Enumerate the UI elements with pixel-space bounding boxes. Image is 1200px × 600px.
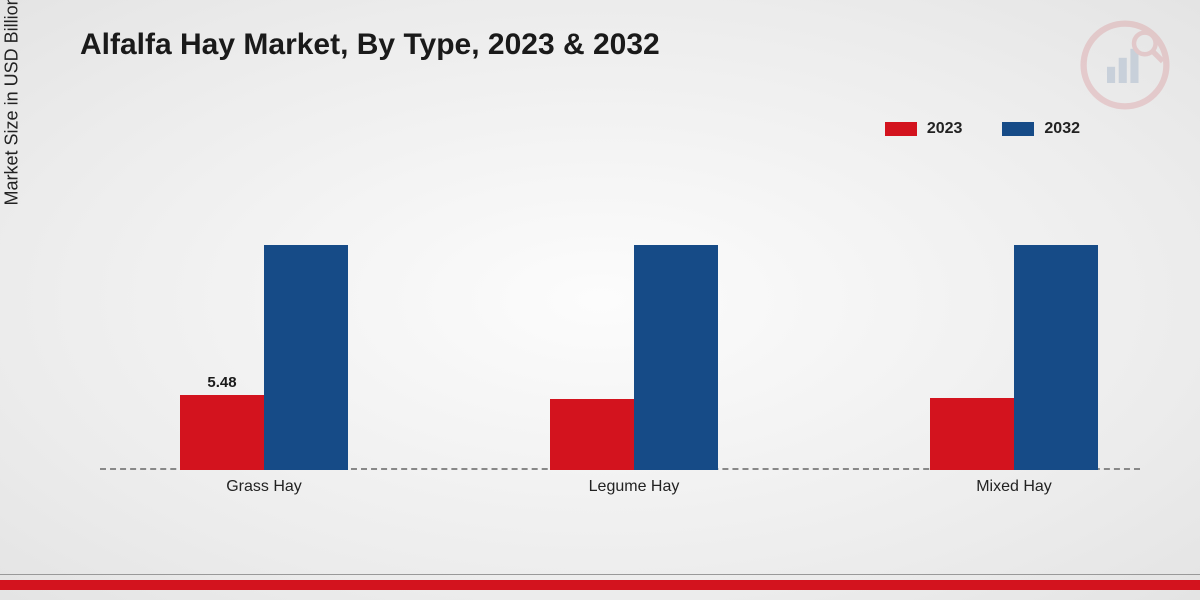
bar [550,399,634,470]
legend-swatch [885,122,917,136]
bar [1014,245,1098,470]
bar [264,245,348,470]
legend-label: 2032 [1044,120,1080,138]
chart-title: Alfalfa Hay Market, By Type, 2023 & 2032 [80,28,660,62]
legend-item-2032: 2032 [1002,120,1080,138]
bar [930,398,1014,470]
legend-swatch [1002,122,1034,136]
bar-value-label: 5.48 [207,374,236,391]
legend-item-2023: 2023 [885,120,963,138]
x-axis-category-label: Grass Hay [226,478,302,496]
footer-accent-bar [0,580,1200,590]
bar [634,245,718,470]
y-axis-label: Market Size in USD Billion [2,0,23,205]
chart-plot-area: Grass Hay Legume Hay Mixed Hay 5.48 [100,170,1140,470]
footer-divider [0,574,1200,575]
legend-label: 2023 [927,120,963,138]
watermark-logo [1080,20,1170,110]
bar-group: Grass Hay [180,245,348,470]
x-axis-category-label: Mixed Hay [976,478,1052,496]
x-axis-category-label: Legume Hay [589,478,680,496]
bar-group: Legume Hay [550,245,718,470]
legend: 2023 2032 [885,120,1080,138]
bar-group: Mixed Hay [930,245,1098,470]
bar [180,395,264,470]
